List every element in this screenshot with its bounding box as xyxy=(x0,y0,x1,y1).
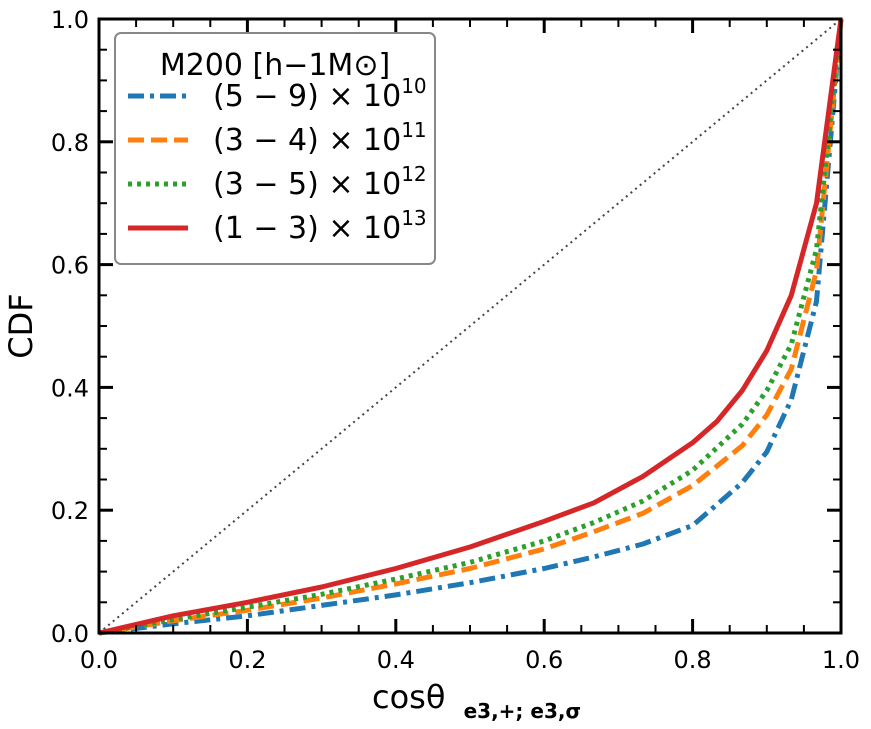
series-line-4 xyxy=(98,18,844,636)
y-tick-label: 0.2 xyxy=(51,497,89,525)
legend-label-3: (3 − 5) × 1012 xyxy=(213,162,427,202)
x-tick-label: 0.2 xyxy=(228,646,266,674)
reference-diagonal-line xyxy=(98,18,842,634)
y-axis-label: CDF xyxy=(2,293,40,358)
legend-label-1: (5 − 9) × 1010 xyxy=(213,74,427,114)
series-line-3 xyxy=(98,18,844,636)
tick-labels: 0.0 0.2 0.4 0.6 0.8 1.0 0.0 0.2 0.4 0.6 0.8 1.0 xyxy=(51,6,860,674)
y-tick-label: 0.6 xyxy=(51,252,89,280)
x-tick-label: 1.0 xyxy=(822,646,860,674)
x-axis-label-subscript: e3,+; e3,σ xyxy=(464,699,581,723)
x-tick-label: 0.6 xyxy=(525,646,563,674)
plot-frame xyxy=(97,17,843,635)
y-tick-label: 0.4 xyxy=(51,374,89,402)
x-axis-label: cosθ e3,+; e3,σ xyxy=(372,678,581,723)
plot-curves xyxy=(98,18,844,636)
series-line-1 xyxy=(98,18,844,636)
y-tick-label: 0.8 xyxy=(51,129,89,157)
x-axis-label-main: cosθ xyxy=(372,678,445,716)
legend-items: (5 − 9) × 1010(3 − 4) × 1011(3 − 5) × 10… xyxy=(128,74,427,246)
y-tick-label: 1.0 xyxy=(51,6,89,34)
series-line-2 xyxy=(98,18,844,636)
legend-box xyxy=(114,32,436,265)
x-tick-label: 0.0 xyxy=(80,646,118,674)
legend-label-2: (3 − 4) × 1011 xyxy=(213,118,427,158)
legend-label-4: (1 − 3) × 1013 xyxy=(213,206,427,246)
legend-title: M200 [h−1M⊙] xyxy=(160,48,390,83)
y-tick-label: 0.0 xyxy=(51,620,89,648)
x-tick-label: 0.4 xyxy=(377,646,415,674)
legend: M200 [h−1M⊙] (5 − 9) × 1010(3 − 4) × 101… xyxy=(114,32,436,265)
x-tick-label: 0.8 xyxy=(674,646,712,674)
